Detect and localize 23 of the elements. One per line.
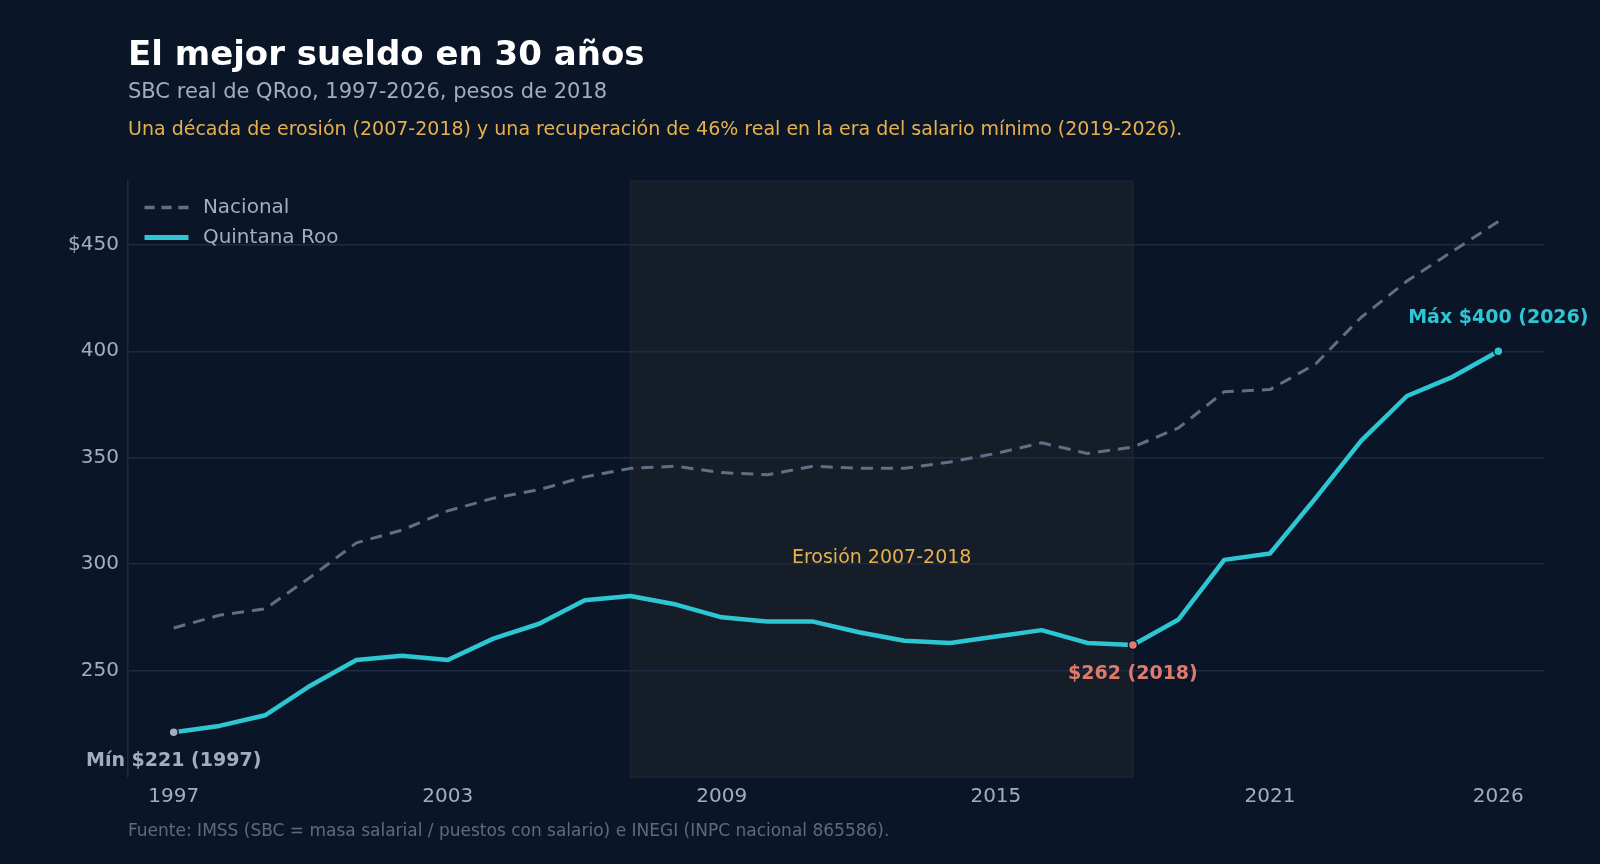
x-tick-label: 2003 (422, 783, 474, 808)
annotation: $262 (2018) (1068, 660, 1198, 683)
y-tick-label: 250 (80, 656, 119, 681)
y-tick-label: 400 (80, 337, 119, 362)
y-tick-label: 350 (80, 443, 119, 468)
point (1493, 346, 1504, 357)
chart-title: El mejor sueldo en 30 años (128, 33, 645, 74)
legend-label: Quintana Roo (202, 223, 339, 248)
point (1127, 639, 1139, 651)
annotation: Mín $221 (1997) (86, 748, 262, 771)
x-tick-label: 1997 (148, 783, 200, 808)
x-tick-label: 2015 (970, 783, 1022, 808)
x-tick-label: 2009 (696, 783, 748, 808)
x-tick-label: 2021 (1244, 783, 1296, 808)
x-tick-label: 2026 (1472, 783, 1524, 808)
text: Una década de erosión (2007-2018) y una recuperación de 46% real en la era del salario mínimo (2019-2026). (128, 117, 1183, 140)
annotation: Máx $400 (2026) (1408, 305, 1589, 328)
y-tick-label: 300 (80, 550, 119, 575)
legend-label: Nacional (202, 193, 290, 218)
band-label: Erosión 2007-2018 (791, 544, 972, 567)
y-tick-label: $450 (68, 231, 119, 256)
source-note: Fuente: IMSS (SBC = masa salarial / puestos con salario) e INEGI (INPC nacional 865586). (128, 820, 890, 841)
chart-subtitle: SBC real de QRoo, 1997-2026, pesos de 2018 (128, 79, 608, 105)
